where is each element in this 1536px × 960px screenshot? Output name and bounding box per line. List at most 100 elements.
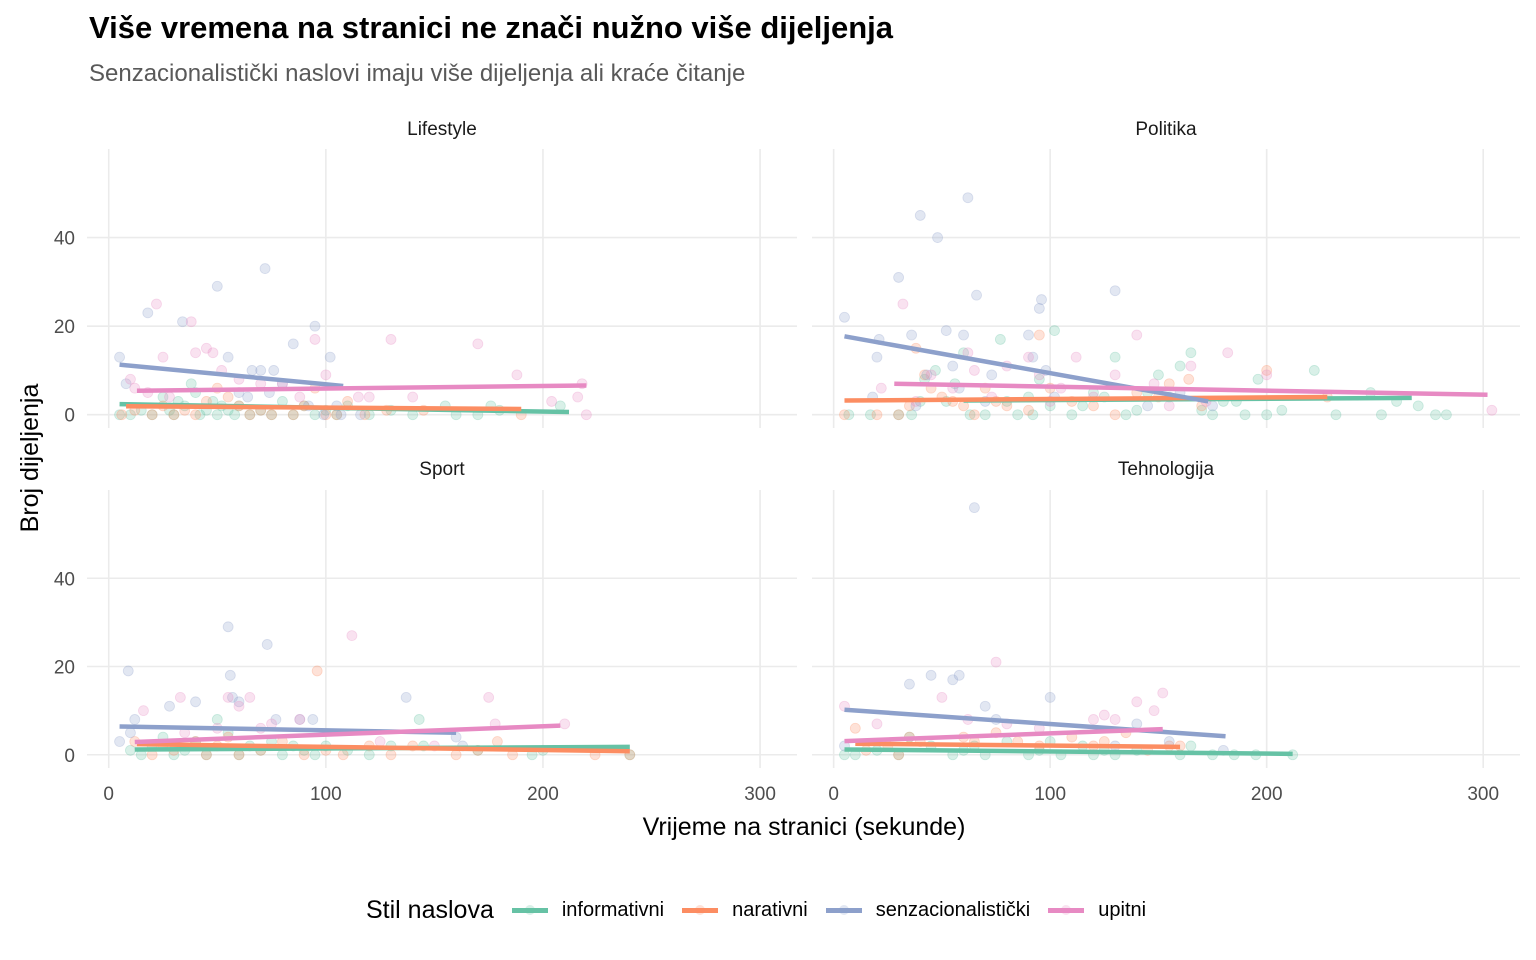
trend-line-upitni xyxy=(134,723,561,745)
data-point-informativni xyxy=(994,334,1006,345)
data-point-senzacionalisticki xyxy=(904,678,915,690)
data-point-senzacionalisticki xyxy=(224,669,236,681)
data-point-senzacionalisticki xyxy=(986,369,998,381)
data-point-informativni xyxy=(146,409,158,421)
data-point-senzacionalisticki xyxy=(114,351,125,363)
data-point-informativni xyxy=(1027,409,1039,421)
legend-key-icon xyxy=(508,895,552,925)
trend-line-narativni xyxy=(136,741,630,754)
data-point-senzacionalisticki xyxy=(921,369,933,381)
data-point-upitni xyxy=(222,691,234,703)
data-point-upitni xyxy=(244,691,256,703)
data-point-senzacionalisticki xyxy=(914,210,926,221)
data-point-informativni xyxy=(413,714,425,725)
data-point-senzacionalisticki xyxy=(164,700,175,712)
data-point-senzacionalisticki xyxy=(324,351,336,363)
legend-label: informativni xyxy=(561,898,665,921)
data-point-senzacionalisticki xyxy=(120,378,132,390)
data-point-upitni xyxy=(157,351,169,363)
data-point-upitni xyxy=(1157,687,1169,699)
data-point-informativni xyxy=(843,409,855,421)
data-point-informativni xyxy=(930,365,941,376)
data-point-upitni xyxy=(385,334,397,345)
data-point-narativni xyxy=(146,409,158,421)
x-tick-label: 200 xyxy=(1251,784,1283,805)
data-point-senzacionalisticki xyxy=(893,272,905,283)
data-point-narativni xyxy=(342,396,353,407)
y-axis-title: Broj dijeljenja xyxy=(16,384,44,533)
data-point-narativni xyxy=(266,409,277,421)
data-point-upitni xyxy=(1486,404,1498,416)
data-point-informativni xyxy=(979,409,991,421)
data-point-informativni xyxy=(1077,400,1089,412)
data-point-upitni xyxy=(1109,369,1121,381)
data-point-upitni xyxy=(125,373,136,385)
trend-line-senzacionalisticki xyxy=(844,334,1209,404)
data-point-upitni xyxy=(201,342,212,354)
panel-lifestyle: Lifestyle 0 20 40 xyxy=(54,119,797,428)
data-point-informativni xyxy=(211,714,223,725)
y-tick-label: 20 xyxy=(54,658,75,679)
data-point-upitni xyxy=(925,369,937,381)
y-tick-label: 20 xyxy=(54,317,75,338)
legend-title: Stil naslova xyxy=(366,895,494,924)
data-point-senzacionalisticki xyxy=(925,669,937,681)
data-point-informativni xyxy=(185,378,197,390)
data-point-upitni xyxy=(294,714,306,725)
data-point-informativni xyxy=(1174,360,1186,372)
data-point-informativni xyxy=(1239,409,1251,421)
legend-label: narativni xyxy=(732,898,808,921)
data-point-senzacionalisticki xyxy=(222,621,234,633)
data-point-upitni xyxy=(138,705,149,717)
data-point-upitni xyxy=(871,718,883,730)
data-point-senzacionalisticki xyxy=(122,665,134,677)
data-point-informativni xyxy=(1153,369,1164,381)
data-point-upitni xyxy=(1098,709,1110,721)
data-point-senzacionalisticki xyxy=(839,311,850,323)
data-point-upitni xyxy=(164,391,175,403)
data-point-upitni xyxy=(353,391,364,403)
data-point-narativni xyxy=(311,665,323,677)
data-point-informativni xyxy=(1252,373,1264,385)
data-point-narativni xyxy=(168,409,180,421)
data-point-informativni xyxy=(114,409,125,421)
data-point-narativni xyxy=(385,749,397,761)
data-point-informativni xyxy=(1308,365,1320,376)
data-point-upitni xyxy=(472,338,484,350)
data-point-informativni xyxy=(244,409,256,421)
data-point-upitni xyxy=(572,391,584,403)
data-point-narativni xyxy=(893,409,905,421)
data-point-informativni xyxy=(266,409,277,421)
data-point-informativni xyxy=(211,409,223,421)
panel-tehnologija: Tehnologija 0 100 200 300 xyxy=(812,459,1520,805)
trend-line-narativni xyxy=(855,741,1181,750)
legend-item-upitni: upitni xyxy=(1044,895,1146,925)
data-point-upitni xyxy=(559,718,571,730)
facet-label: Tehnologija xyxy=(1118,459,1215,480)
panel-sport: Sport 0 20 40 0 100 200 300 xyxy=(54,459,797,805)
data-point-senzacionalisticki xyxy=(261,639,273,650)
y-tick-label: 0 xyxy=(64,406,75,427)
data-point-informativni xyxy=(125,409,136,421)
data-point-narativni xyxy=(1033,329,1045,341)
data-point-informativni xyxy=(1440,409,1452,421)
data-point-informativni xyxy=(893,409,905,421)
x-tick-label: 100 xyxy=(310,784,342,805)
panel-politika: Politika xyxy=(812,119,1520,428)
x-tick-label: 0 xyxy=(828,784,839,805)
facet-label: Politika xyxy=(1135,119,1197,140)
data-point-upitni xyxy=(174,691,186,703)
data-point-informativni xyxy=(865,409,876,421)
data-point-upitni xyxy=(1261,369,1273,381)
data-point-upitni xyxy=(897,298,909,310)
data-point-informativni xyxy=(964,409,976,421)
data-point-upitni xyxy=(1070,351,1082,363)
data-point-upitni xyxy=(1163,400,1175,412)
data-point-upitni xyxy=(1148,705,1160,717)
data-point-senzacionalisticki xyxy=(309,320,321,332)
data-point-senzacionalisticki xyxy=(242,391,254,403)
data-point-informativni xyxy=(1185,740,1197,752)
data-point-senzacionalisticki xyxy=(125,727,136,739)
facet-label: Lifestyle xyxy=(407,119,477,140)
